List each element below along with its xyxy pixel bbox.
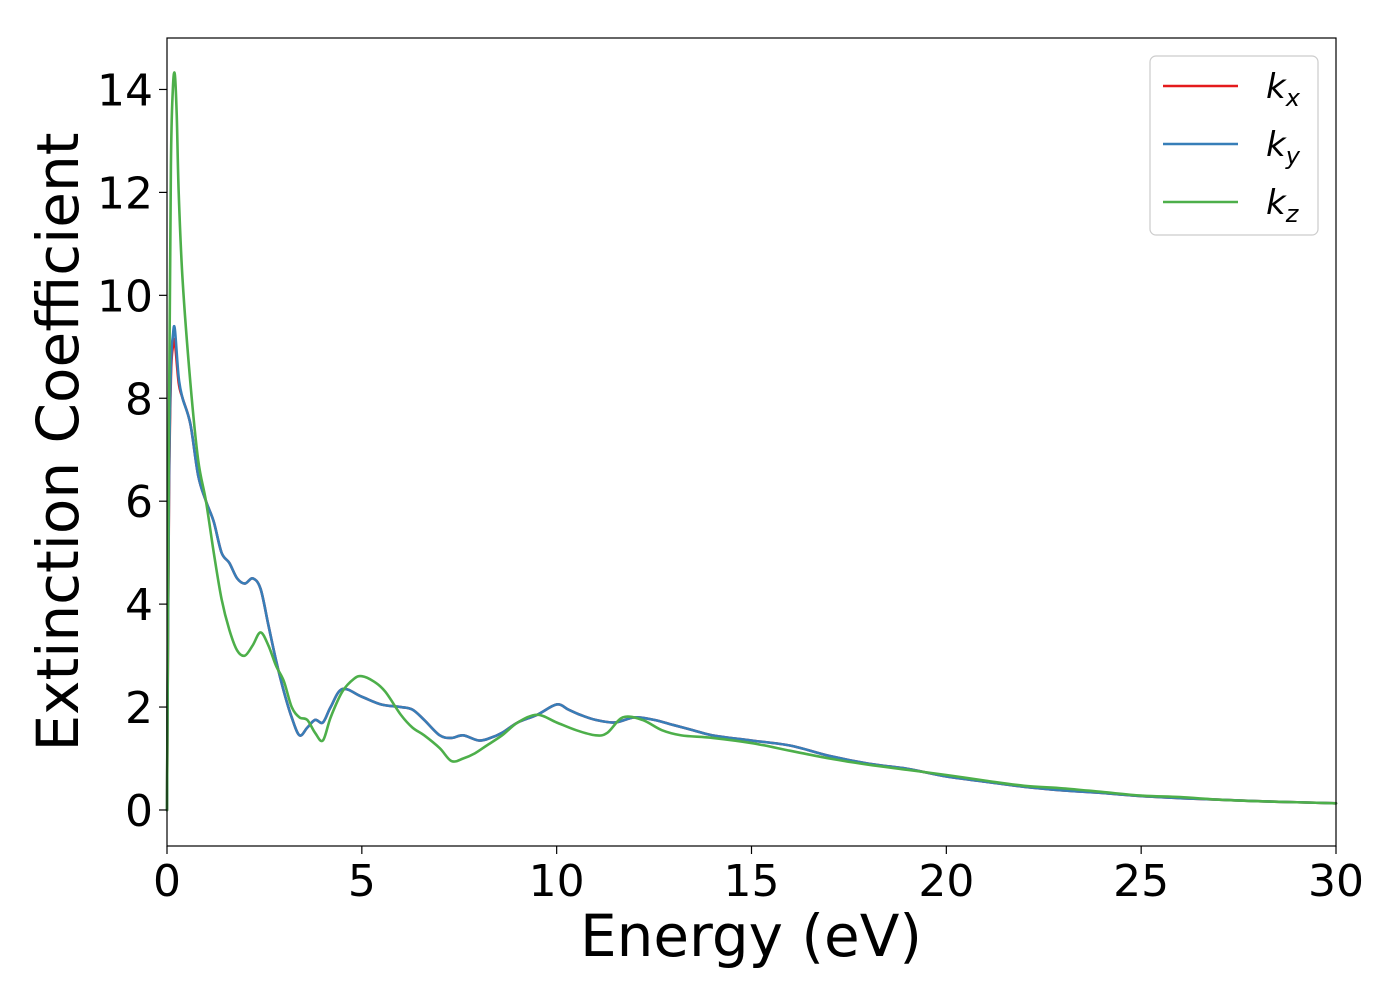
y-tick-label: 12 bbox=[97, 168, 153, 219]
legend-label-kx: kx bbox=[1266, 67, 1301, 112]
series-layer bbox=[165, 71, 1338, 812]
y-tick-label: 14 bbox=[97, 65, 153, 116]
x-axis-title: Energy (eV) bbox=[580, 902, 922, 970]
y-axis-title: Extinction Coefficient bbox=[24, 133, 92, 752]
x-tick-label: 25 bbox=[1113, 856, 1169, 907]
x-tick-label: 10 bbox=[529, 856, 585, 907]
legend: kx ky kz bbox=[1149, 55, 1319, 236]
y-tick-label: 8 bbox=[125, 374, 153, 425]
series-line-kz bbox=[165, 71, 1338, 812]
legend-label-ky: ky bbox=[1266, 125, 1301, 170]
x-tick-label: 5 bbox=[348, 856, 376, 907]
x-tick-label: 0 bbox=[153, 856, 181, 907]
y-axis: 0 2 4 6 8 10 12 14 bbox=[97, 65, 167, 837]
y-tick-label: 4 bbox=[125, 580, 153, 631]
x-tick-label: 30 bbox=[1308, 856, 1364, 907]
y-tick-label: 2 bbox=[125, 683, 153, 734]
x-tick-label: 15 bbox=[724, 856, 780, 907]
y-tick-label: 0 bbox=[125, 786, 153, 837]
legend-box bbox=[1149, 55, 1319, 236]
y-tick-label: 6 bbox=[125, 477, 153, 528]
plot-area bbox=[167, 38, 1336, 846]
y-tick-label: 10 bbox=[97, 271, 153, 322]
x-axis: 0 5 10 15 20 25 30 bbox=[153, 846, 1364, 907]
legend-label-kz: kz bbox=[1266, 183, 1300, 228]
x-tick-label: 20 bbox=[918, 856, 974, 907]
